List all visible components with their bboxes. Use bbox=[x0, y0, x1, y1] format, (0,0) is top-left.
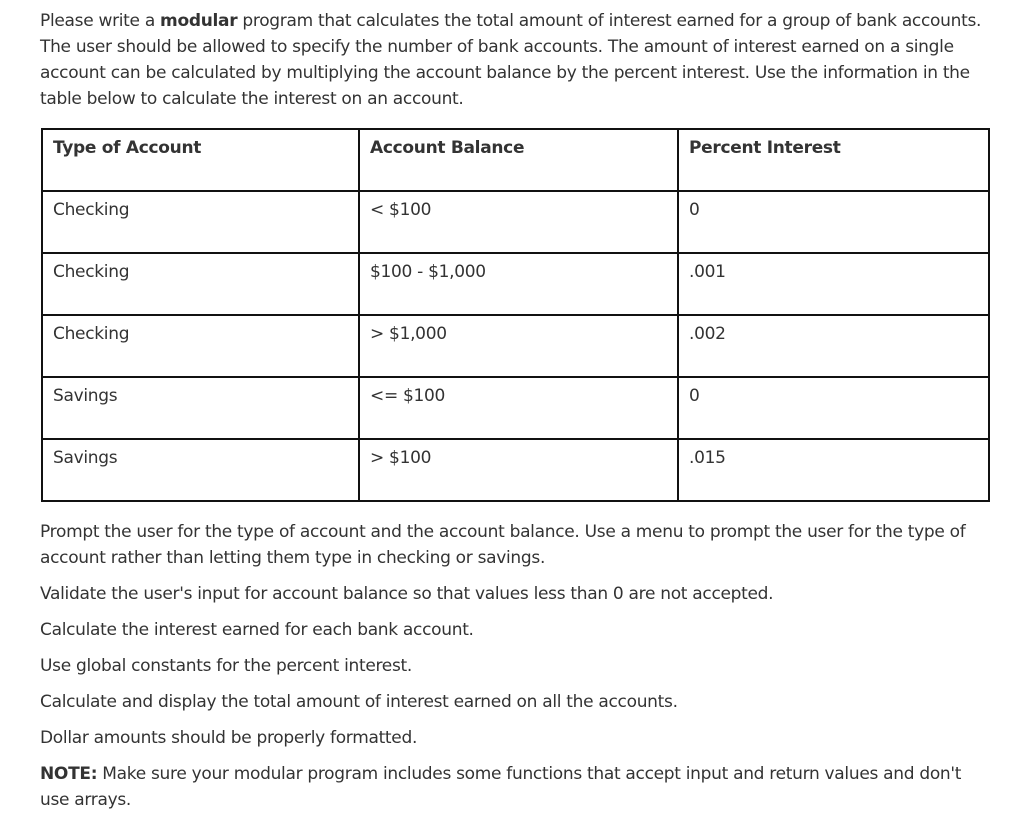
table-cell: 0 bbox=[677, 190, 990, 254]
table-cell: Checking bbox=[41, 314, 360, 378]
table-cell: Savings bbox=[41, 438, 360, 502]
table-cell: .015 bbox=[677, 438, 990, 502]
table-cell: Checking bbox=[41, 190, 360, 254]
intro-text-rest: program that calculates the total amount… bbox=[40, 11, 982, 109]
header-percent: Percent Interest bbox=[677, 128, 990, 192]
table-cell: Checking bbox=[41, 252, 360, 316]
instruction-paragraph: Prompt the user for the type of account … bbox=[40, 522, 966, 568]
table-header-row: Type of Account Account Balance Percent … bbox=[41, 128, 990, 192]
instruction-paragraph: Calculate the interest earned for each b… bbox=[40, 620, 474, 640]
note-label: NOTE: bbox=[40, 764, 98, 784]
document: Please write a modular program that calc… bbox=[40, 8, 990, 813]
table-cell: .002 bbox=[677, 314, 990, 378]
table-row: Checking $100 - $1,000.001 bbox=[41, 252, 990, 316]
header-balance: Account Balance bbox=[358, 128, 679, 192]
table-cell: < $100 bbox=[358, 190, 679, 254]
instruction-paragraph: Use global constants for the percent int… bbox=[40, 656, 412, 676]
note-text: Make sure your modular program includes … bbox=[40, 764, 962, 810]
table-cell: Savings bbox=[41, 376, 360, 440]
intro-paragraph: Please write a modular program that calc… bbox=[40, 8, 990, 112]
instruction-paragraph: Calculate and display the total amount o… bbox=[40, 692, 678, 712]
table-row: Checking > $1,000.002 bbox=[41, 314, 990, 378]
table-cell: $100 - $1,000 bbox=[358, 252, 679, 316]
intro-text: Please write a bbox=[40, 11, 161, 31]
header-type: Type of Account bbox=[41, 128, 360, 192]
interest-table: Type of Account Account Balance Percent … bbox=[41, 128, 990, 502]
table-cell: 0 bbox=[677, 376, 990, 440]
table-cell: > $100 bbox=[358, 438, 679, 502]
table-row: Savings <= $100 0 bbox=[41, 376, 990, 440]
table-cell: > $1,000 bbox=[358, 314, 679, 378]
instruction-paragraph: Dollar amounts should be properly format… bbox=[40, 728, 418, 748]
table-cell: <= $100 bbox=[358, 376, 679, 440]
intro-bold: modular bbox=[160, 11, 238, 31]
note-paragraph: NOTE: Make sure your modular program inc… bbox=[40, 761, 990, 813]
table-row: Savings > $100.015 bbox=[41, 438, 990, 502]
table-cell: .001 bbox=[677, 252, 990, 316]
table-row: Checking < $100 0 bbox=[41, 190, 990, 254]
instruction-paragraph: Validate the user's input for account ba… bbox=[40, 584, 774, 604]
